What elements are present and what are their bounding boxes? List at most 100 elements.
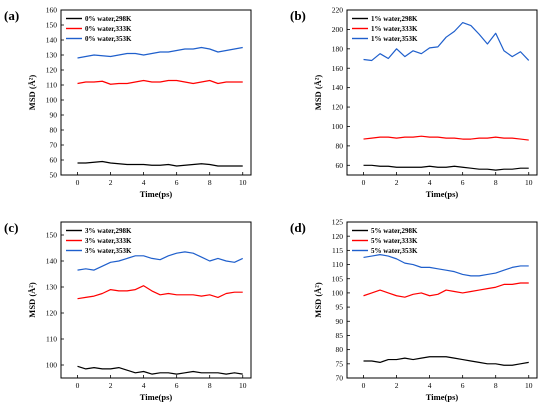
legend-label: 1% water,353K [371, 35, 418, 43]
y-tick-label: 150 [46, 231, 58, 240]
y-tick-label: 220 [332, 6, 344, 15]
series-line [77, 79, 243, 85]
y-tick-label: 100 [46, 361, 58, 370]
x-tick-label: 4 [142, 381, 146, 390]
x-tick-label: 8 [208, 178, 212, 187]
y-axis-title: MSD (Å²) [313, 75, 323, 111]
y-tick-label: 110 [46, 335, 57, 344]
y-tick-label: 80 [336, 141, 344, 150]
y-tick-label: 100 [46, 96, 58, 105]
panel-label: (a) [4, 8, 19, 23]
panel-4: (d) 0 2 4 6 8 10 70 75 80 85 90 95 100 105 110 115 120 125… [290, 218, 538, 402]
legend-label: 5% water,353K [371, 247, 418, 255]
y-tick-label: 120 [46, 309, 58, 318]
y-tick-label: 115 [332, 246, 343, 255]
y-tick-label: 140 [332, 83, 344, 92]
y-tick-label: 50 [50, 171, 58, 180]
legend-label: 5% water,298K [371, 227, 418, 235]
series-line [363, 356, 529, 366]
y-tick-label: 90 [336, 317, 344, 326]
legend-label: 1% water,333K [371, 25, 418, 33]
y-tick-label: 160 [332, 64, 344, 73]
x-tick-label: 10 [239, 178, 247, 187]
legend-label: 3% water,298K [85, 227, 132, 235]
x-tick-label: 10 [239, 381, 247, 390]
panel-label: (d) [290, 220, 306, 235]
series-line [363, 282, 529, 298]
panel-1: (a) 0 2 4 6 8 10 50 60 70 80 90 100 110 120 130 140 150 16… [4, 6, 252, 199]
x-tick-label: 0 [362, 381, 366, 390]
x-tick-label: 2 [109, 178, 113, 187]
plot-frame [60, 9, 252, 176]
legend-label: 3% water,353K [85, 247, 132, 255]
legend-label: 0% water,333K [85, 25, 132, 33]
x-tick-label: 4 [428, 178, 432, 187]
x-tick-label: 2 [395, 178, 399, 187]
y-axis-title: MSD (Å²) [27, 75, 37, 111]
x-tick-label: 4 [428, 381, 432, 390]
legend-label: 0% water,298K [85, 15, 132, 23]
series-line [77, 251, 243, 271]
series-line [363, 254, 529, 277]
x-axis-title: Time(ps) [426, 392, 459, 402]
y-tick-label: 100 [332, 289, 344, 298]
x-axis-title: Time(ps) [426, 189, 459, 199]
x-tick-label: 0 [362, 178, 366, 187]
x-tick-label: 8 [494, 381, 498, 390]
y-tick-label: 80 [336, 345, 344, 354]
y-tick-label: 90 [50, 111, 58, 120]
x-tick-label: 10 [525, 381, 533, 390]
x-tick-label: 8 [494, 178, 498, 187]
y-tick-label: 140 [46, 257, 58, 266]
series-line [363, 164, 529, 171]
x-tick-label: 2 [395, 381, 399, 390]
y-tick-label: 120 [332, 103, 344, 112]
series-line [77, 365, 243, 375]
x-tick-label: 6 [175, 178, 179, 187]
y-tick-label: 60 [336, 161, 344, 170]
y-tick-label: 130 [46, 283, 58, 292]
y-tick-label: 110 [46, 81, 57, 90]
legend-label: 5% water,333K [371, 237, 418, 245]
y-tick-label: 95 [336, 303, 344, 312]
x-tick-label: 6 [175, 381, 179, 390]
series-line [363, 135, 529, 141]
x-tick-label: 0 [76, 178, 80, 187]
x-tick-label: 4 [142, 178, 146, 187]
y-tick-label: 120 [46, 66, 58, 75]
x-tick-label: 0 [76, 381, 80, 390]
legend-label: 0% water,353K [85, 35, 132, 43]
plot-frame [60, 221, 252, 379]
y-axis-title: MSD (Å²) [313, 282, 323, 318]
y-tick-label: 85 [336, 331, 344, 340]
y-tick-label: 180 [332, 44, 344, 53]
y-tick-label: 110 [332, 260, 343, 269]
x-tick-label: 6 [461, 381, 465, 390]
y-tick-label: 80 [50, 126, 58, 135]
y-tick-label: 105 [332, 274, 344, 283]
series-line [77, 160, 243, 167]
panel-label: (b) [290, 8, 306, 23]
series-line [77, 46, 243, 59]
y-tick-label: 120 [332, 232, 344, 241]
y-tick-label: 200 [332, 25, 344, 34]
y-tick-label: 70 [50, 141, 58, 150]
y-tick-label: 140 [46, 36, 58, 45]
x-tick-label: 2 [109, 381, 113, 390]
x-axis-title: Time(ps) [140, 392, 173, 402]
panel-label: (c) [4, 220, 18, 235]
x-tick-label: 6 [461, 178, 465, 187]
x-axis-title: Time(ps) [140, 189, 173, 199]
legend-label: 3% water,333K [85, 237, 132, 245]
series-line [77, 285, 243, 300]
panel-3: (c) 0 2 4 6 8 10 100 110 120 130 140 150 Time(ps) MSD … [4, 220, 252, 402]
y-tick-label: 125 [332, 218, 344, 227]
series-line [363, 22, 530, 62]
x-tick-label: 8 [208, 381, 212, 390]
y-tick-label: 130 [46, 51, 58, 60]
plot-frame [346, 221, 538, 379]
y-tick-label: 60 [50, 156, 58, 165]
plot-frame [346, 9, 538, 176]
y-tick-label: 160 [46, 6, 58, 15]
